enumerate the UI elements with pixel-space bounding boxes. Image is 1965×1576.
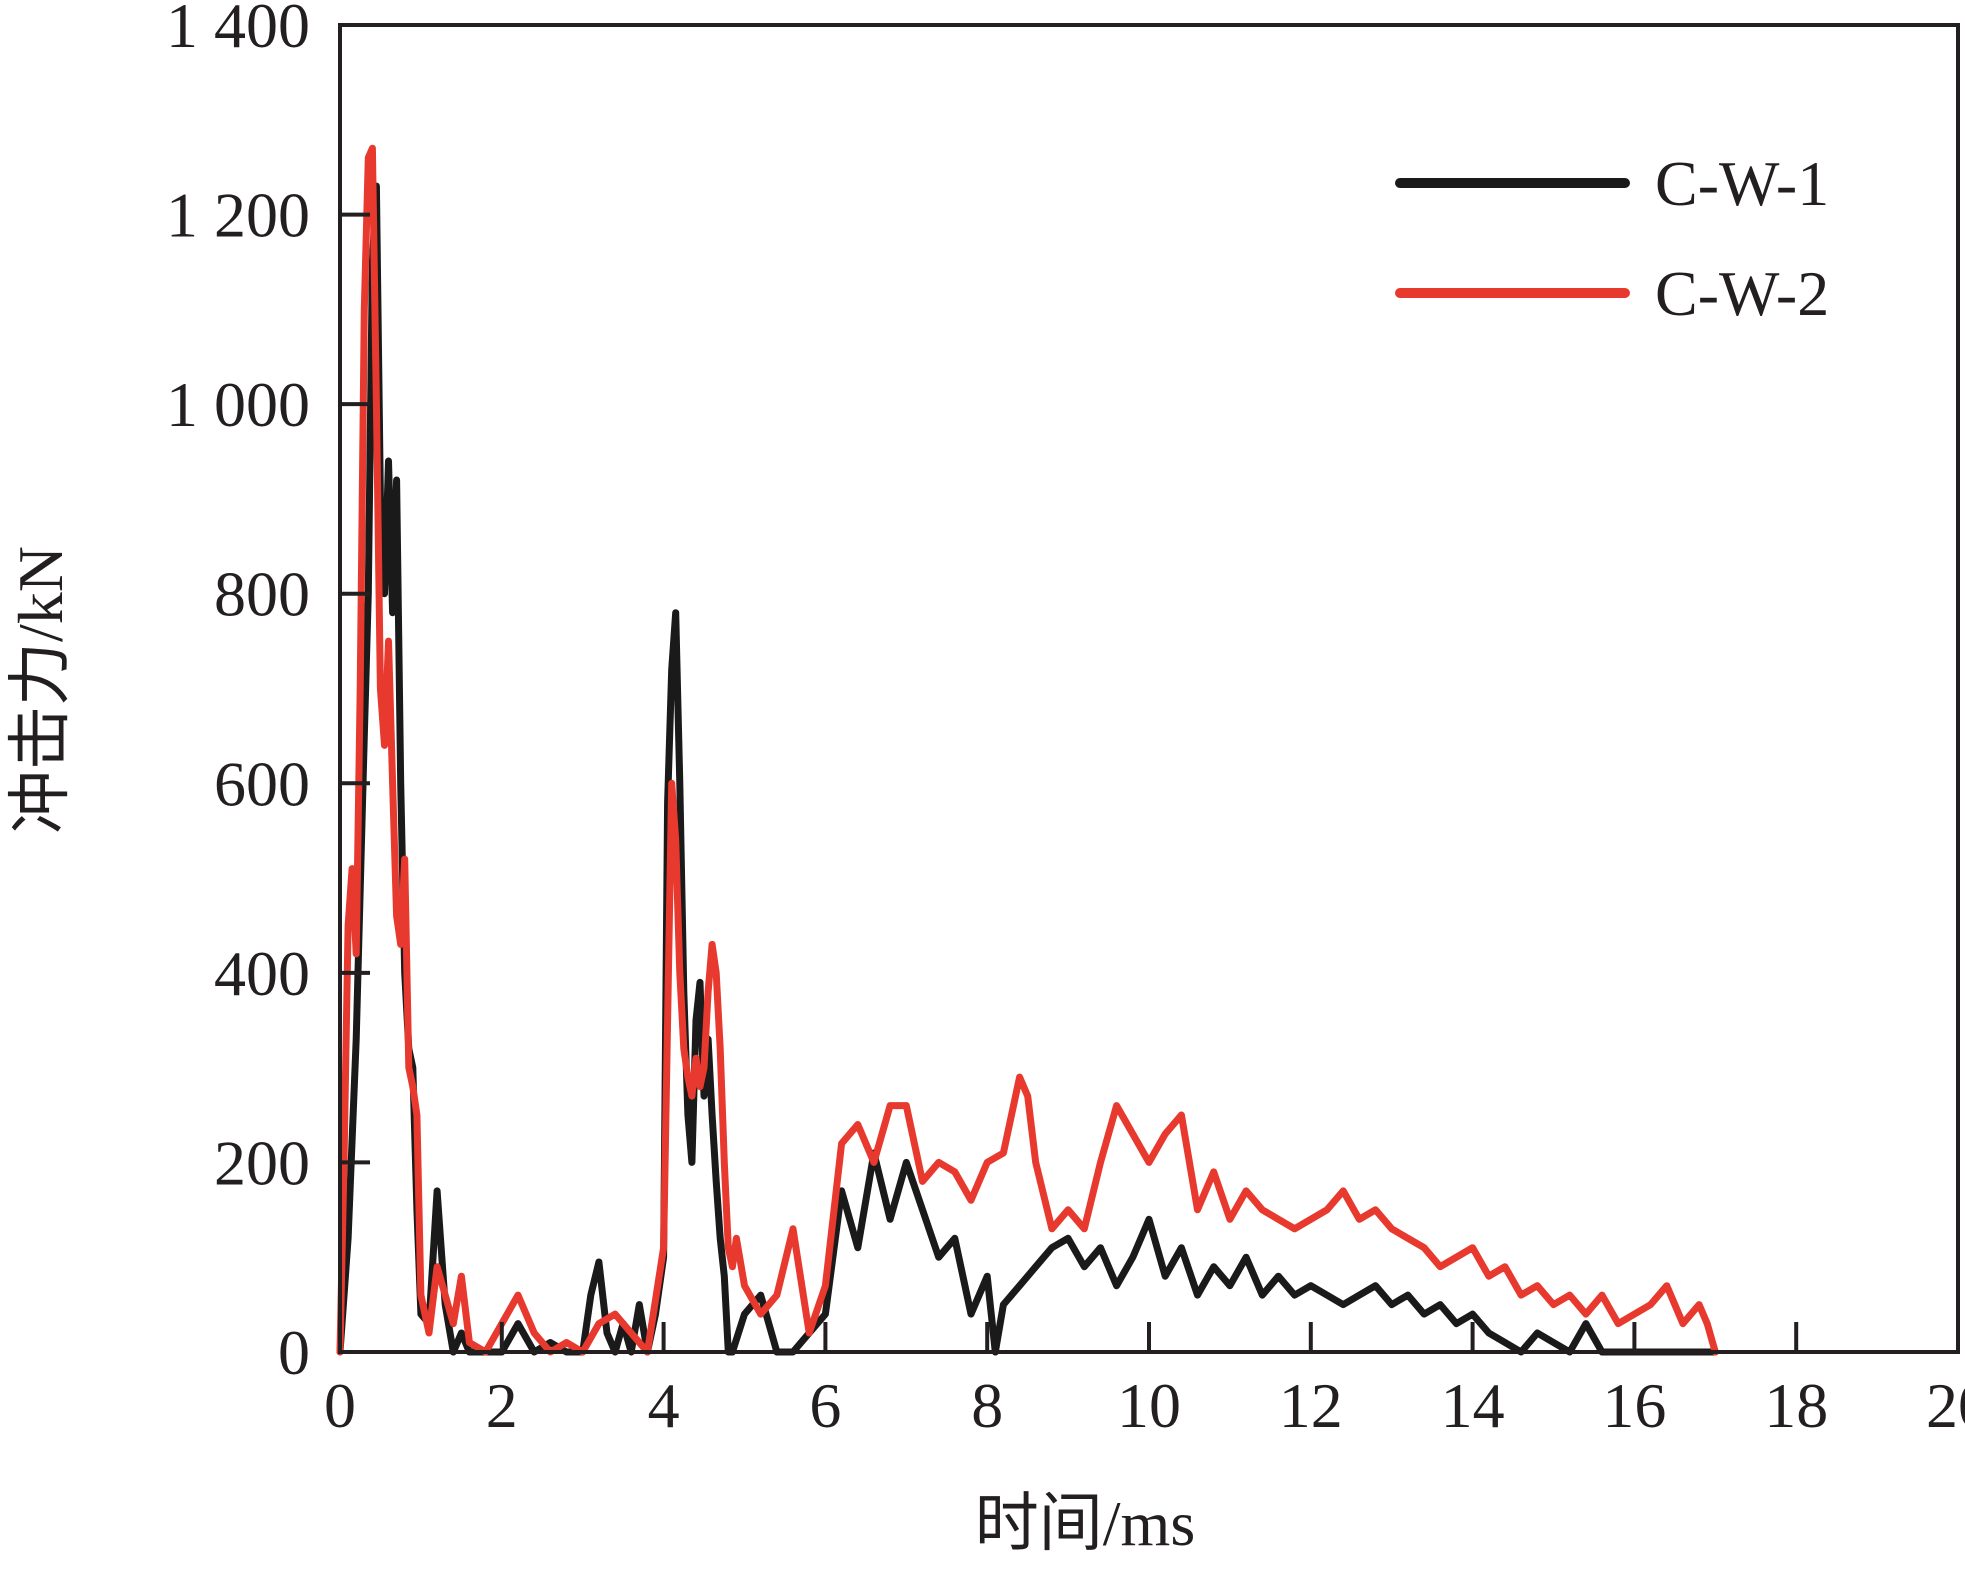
x-tick-label: 20 <box>1926 1370 1965 1441</box>
series-line-1 <box>336 182 1719 1356</box>
x-tick-label: 16 <box>1602 1370 1666 1441</box>
x-tick-label: 6 <box>809 1370 841 1441</box>
plot-frame <box>338 23 1960 1354</box>
x-axis-title: 时间/ms <box>975 1488 1195 1559</box>
x-tick-label: 0 <box>324 1370 356 1441</box>
x-tick-label: 14 <box>1441 1370 1505 1441</box>
y-tick-label: 1 200 <box>166 180 310 251</box>
y-tick-label: 1 400 <box>166 0 310 61</box>
x-tick-label: 8 <box>971 1370 1003 1441</box>
y-tick-label: 800 <box>214 559 310 630</box>
y-tick-label: 0 <box>278 1317 310 1388</box>
series-line-2 <box>336 144 1719 1356</box>
y-tick-label: 600 <box>214 748 310 819</box>
x-tick-label: 10 <box>1117 1370 1181 1441</box>
legend-label-1: C-W-1 <box>1655 148 1829 219</box>
y-tick-label: 1 000 <box>166 369 310 440</box>
legend: C-W-1 C-W-2 <box>1395 148 1829 329</box>
x-tick-label: 2 <box>486 1370 518 1441</box>
x-tick-label: 4 <box>648 1370 680 1441</box>
x-tick-label: 18 <box>1764 1370 1828 1441</box>
legend-label-2: C-W-2 <box>1655 258 1829 329</box>
series-layer <box>336 144 1719 1356</box>
y-tick-label: 200 <box>214 1127 310 1198</box>
y-tick-label: 400 <box>214 938 310 1009</box>
y-axis-title: 冲击力/kN <box>5 546 76 834</box>
x-tick-label: 12 <box>1279 1370 1343 1441</box>
